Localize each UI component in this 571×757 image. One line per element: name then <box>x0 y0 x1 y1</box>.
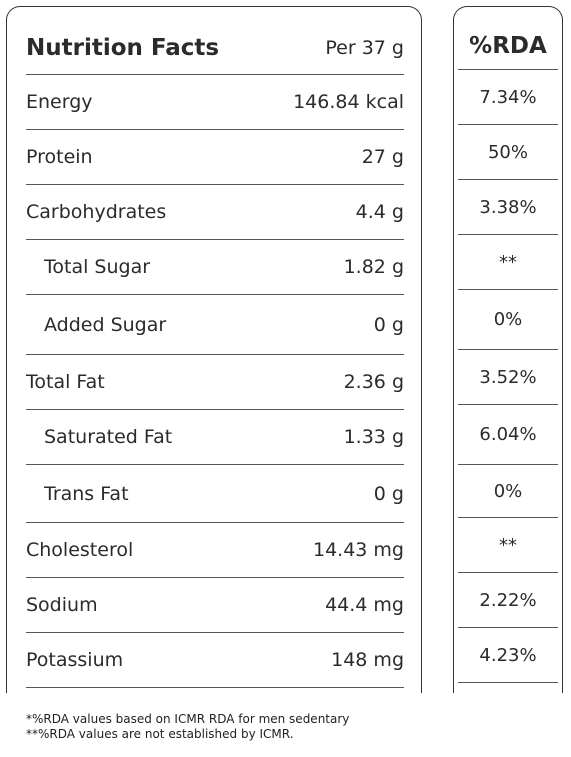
rda-total-fat: 3.52% <box>458 350 558 405</box>
rda-sodium: 2.22% <box>458 573 558 628</box>
row-total-fat: Total Fat 2.36 g <box>26 355 404 410</box>
rda-energy: 7.34% <box>458 70 558 125</box>
row-value: 1.33 g <box>343 426 404 448</box>
row-value: 2.36 g <box>343 371 404 393</box>
serving-size: Per 37 g <box>325 37 404 59</box>
row-label: Carbohydrates <box>26 201 167 223</box>
nutrition-header: Nutrition Facts Per 37 g <box>26 22 404 75</box>
row-protein: Protein 27 g <box>26 130 404 185</box>
row-label: Saturated Fat <box>44 426 173 448</box>
rda-carbohydrates: 3.38% <box>458 180 558 235</box>
rda-protein: 50% <box>458 125 558 180</box>
row-label: Energy <box>26 91 93 113</box>
rda-panel <box>453 6 563 726</box>
row-value: 146.84 kcal <box>293 91 404 113</box>
row-value: 1.82 g <box>343 256 404 278</box>
row-value: 0 g <box>373 482 404 505</box>
row-label: Protein <box>26 146 93 168</box>
footnotes: *%RDA values based on ICMR RDA for men s… <box>26 712 349 742</box>
footnote-rda-basis: *%RDA values based on ICMR RDA for men s… <box>26 712 350 726</box>
row-value: 14.43 mg <box>312 539 404 561</box>
rda-total-sugar: ** <box>458 235 558 290</box>
row-label: Added Sugar <box>44 313 167 336</box>
row-sodium: Sodium 44.4 mg <box>26 578 404 633</box>
nutrition-title: Nutrition Facts <box>26 35 220 61</box>
rda-added-sugar: 0% <box>458 290 558 350</box>
rda-saturated-fat: 6.04% <box>458 405 558 465</box>
row-total-sugar: Total Sugar 1.82 g <box>26 240 404 295</box>
row-cholesterol: Cholesterol 14.43 mg <box>26 523 404 578</box>
row-value: 148 mg <box>331 649 404 671</box>
row-trans-fat: Trans Fat 0 g <box>26 465 404 523</box>
row-value: 27 g <box>361 146 404 168</box>
row-label: Cholesterol <box>26 539 134 561</box>
row-label: Potassium <box>26 649 124 671</box>
row-added-sugar: Added Sugar 0 g <box>26 295 404 355</box>
row-value: 4.4 g <box>355 201 404 223</box>
row-potassium: Potassium 148 mg <box>26 633 404 688</box>
row-label: Sodium <box>26 594 98 616</box>
footnote-rda-not-established: **%RDA values are not established by ICM… <box>26 727 294 741</box>
row-label: Total Sugar <box>44 256 151 278</box>
row-energy: Energy 146.84 kcal <box>26 75 404 130</box>
panel-cutoff <box>0 693 571 757</box>
rda-header: %RDA <box>458 22 558 70</box>
rda-cholesterol: ** <box>458 518 558 573</box>
rda-potassium: 4.23% <box>458 628 558 683</box>
row-saturated-fat: Saturated Fat 1.33 g <box>26 410 404 465</box>
row-carbohydrates: Carbohydrates 4.4 g <box>26 185 404 240</box>
row-label: Total Fat <box>26 371 105 393</box>
nutrition-panel <box>6 6 422 726</box>
row-value: 44.4 mg <box>325 594 404 616</box>
rda-trans-fat: 0% <box>458 465 558 518</box>
row-value: 0 g <box>373 313 404 336</box>
row-label: Trans Fat <box>44 482 129 505</box>
